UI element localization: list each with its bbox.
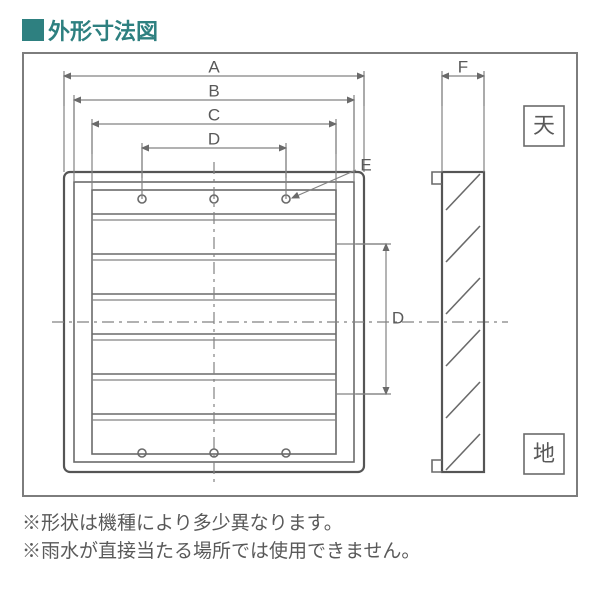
dim-label: C [208, 105, 220, 124]
title-row: 外形寸法図 [22, 14, 158, 46]
dim-label: D [392, 308, 404, 327]
notes: ※形状は機種により多少異なります。 ※雨水が直接当たる場所では使用できません。 [22, 510, 420, 565]
dim-label: E [360, 155, 371, 174]
dim-label: A [208, 57, 220, 76]
side-slat [446, 226, 480, 262]
side-slat [446, 434, 480, 470]
orientation-bottom-label: 地 [533, 441, 555, 466]
dim-label: B [208, 81, 219, 100]
title-square-icon [22, 19, 44, 41]
drawing-frame: ABCDDEF天地 [22, 52, 578, 497]
dim-label: D [208, 129, 220, 148]
side-slat [446, 278, 480, 314]
note-line: ※雨水が直接当たる場所では使用できません。 [22, 538, 420, 566]
dim-label: F [458, 57, 468, 76]
orientation-top-label: 天 [533, 113, 555, 138]
e-leader [292, 170, 356, 198]
side-slat [446, 174, 480, 210]
drawing-svg: ABCDDEF天地 [24, 54, 576, 495]
side-slat [446, 330, 480, 366]
title-text: 外形寸法図 [48, 14, 158, 46]
mount-hole [138, 449, 146, 457]
mount-hole [282, 449, 290, 457]
note-line: ※形状は機種により多少異なります。 [22, 510, 420, 538]
side-slat [446, 382, 480, 418]
